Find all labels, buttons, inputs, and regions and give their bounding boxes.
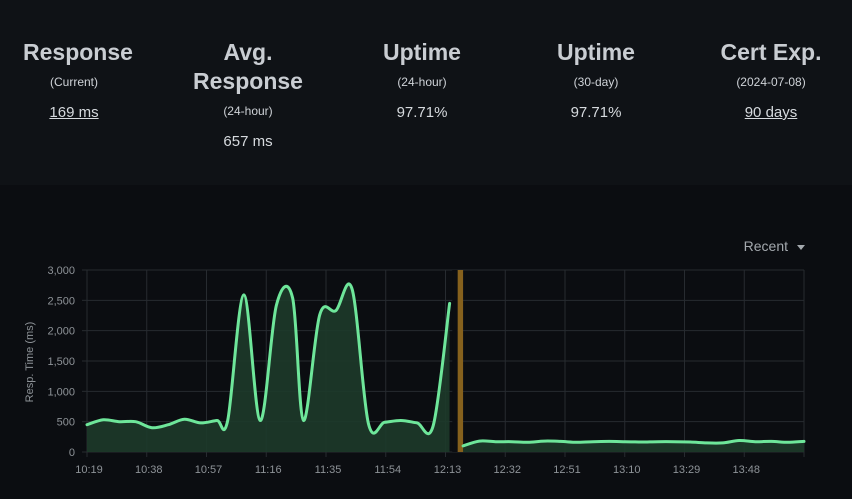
- y-tick-label: 3,000: [47, 265, 75, 277]
- x-tick-label: 12:13: [434, 464, 462, 476]
- x-tick-label: 12:32: [493, 464, 521, 476]
- series-area: [87, 283, 450, 452]
- x-tick-label: 13:10: [613, 464, 641, 476]
- stat-value-link[interactable]: 169 ms: [49, 104, 99, 121]
- x-tick-label: 12:51: [553, 464, 581, 476]
- stat-cert-exp: Cert Exp. (2024-07-08) 90 days: [716, 38, 826, 122]
- chart-areas: [87, 283, 804, 452]
- y-tick-label: 2,500: [47, 295, 75, 307]
- x-tick-label: 10:57: [195, 464, 223, 476]
- stat-response-current: Response (Current) 169 ms: [23, 38, 133, 122]
- series-area: [463, 440, 804, 452]
- chevron-down-icon: [797, 244, 805, 250]
- stat-uptime-24h: Uptime (24-hour) 97.71%: [372, 38, 472, 122]
- y-tick-label: 2,000: [47, 326, 75, 338]
- chart-grid: [82, 269, 805, 457]
- chart-lines: [85, 282, 806, 448]
- series-line: [461, 438, 806, 448]
- y-tick-label: 1,000: [47, 386, 75, 398]
- x-tick-label: 11:54: [374, 464, 401, 476]
- series-line: [85, 282, 452, 435]
- chart-downtime: [452, 270, 464, 452]
- stat-title: Uptime: [557, 39, 635, 65]
- stat-value: 657 ms: [223, 133, 273, 150]
- range-selector-label: Recent: [743, 238, 788, 254]
- stat-uptime-30d: Uptime (30-day) 97.71%: [546, 38, 646, 122]
- y-tick-label: 500: [57, 417, 75, 429]
- y-axis-label: Resp. Time (ms): [24, 322, 36, 403]
- y-axis-ticks: 0 500 1,000 1,500 2,000 2,500 3,000: [47, 265, 75, 459]
- x-tick-label: 10:38: [135, 464, 163, 476]
- stat-title: Uptime: [383, 39, 461, 65]
- x-axis-ticks: 10:19 10:38 10:57 11:16 11:35 11:54 12:13 12:32…: [75, 464, 760, 476]
- stat-subtitle: (24-hour): [223, 104, 273, 118]
- x-tick-label: 10:19: [75, 464, 103, 476]
- stat-subtitle: (24-hour): [397, 75, 447, 89]
- x-tick-label: 13:48: [732, 464, 760, 476]
- stat-value: 97.71%: [396, 104, 448, 121]
- x-tick-label: 13:29: [673, 464, 701, 476]
- stat-title: Response: [23, 39, 133, 65]
- x-tick-label: 11:16: [255, 464, 282, 476]
- downtime-bar: [457, 270, 464, 452]
- y-tick-label: 0: [69, 447, 75, 459]
- stat-subtitle: (2024-07-08): [736, 75, 806, 89]
- stat-title: Avg. Response: [193, 39, 303, 94]
- stat-value-link[interactable]: 90 days: [744, 104, 798, 121]
- stats-panel: Response (Current) 169 ms Avg. Response …: [0, 0, 852, 185]
- stat-title: Cert Exp.: [720, 39, 822, 65]
- range-selector[interactable]: Recent: [744, 238, 805, 254]
- stat-value: 97.71%: [570, 104, 622, 121]
- y-tick-label: 1,500: [47, 356, 75, 368]
- x-tick-label: 11:35: [315, 464, 342, 476]
- stat-subtitle: (30-day): [573, 75, 619, 89]
- stat-avg-response: Avg. Response (24-hour) 657 ms: [192, 38, 304, 151]
- stat-subtitle: (Current): [49, 75, 98, 89]
- downtime-gap: [452, 270, 458, 452]
